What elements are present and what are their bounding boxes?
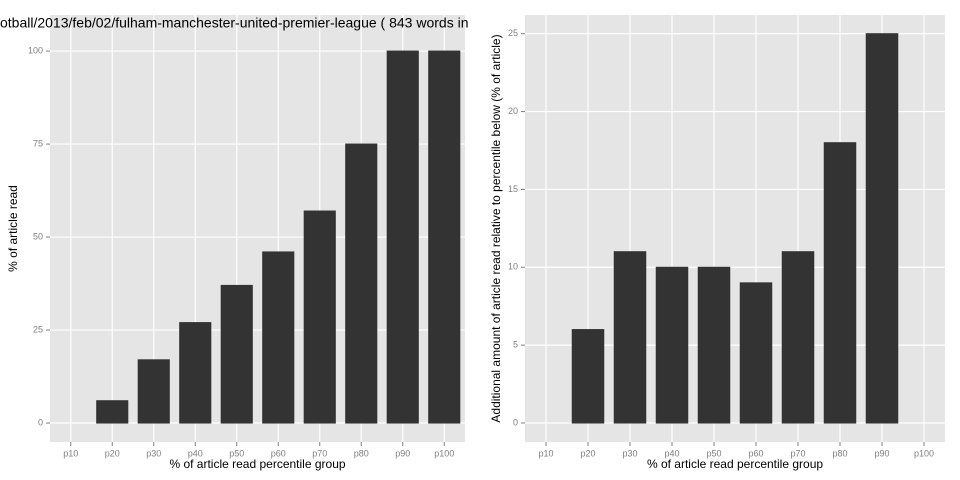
x-tick-label: p70 [312,448,327,458]
x-tick-label: p30 [622,448,637,458]
bar [655,266,689,424]
bar [96,400,129,424]
y-tick-label: 10 [508,262,518,272]
bar [179,322,212,424]
bar [303,210,336,424]
bar [781,251,815,424]
x-tick-label: p100 [434,448,454,458]
x-tick-label: p50 [229,448,244,458]
y-tick-label: 25 [508,28,518,38]
bar [220,284,253,424]
bar [739,282,773,424]
x-tick-label: p40 [664,448,679,458]
y-tick-label: 5 [513,340,518,350]
x-tick-label: p40 [188,448,203,458]
x-tick-label: p90 [395,448,410,458]
bar [865,33,899,424]
x-tick-label: p50 [706,448,721,458]
x-tick-label: p30 [146,448,161,458]
bar [262,251,295,424]
bar [697,266,731,424]
x-tick-label: p80 [354,448,369,458]
y-tick-label: 25 [33,324,43,334]
chart-title: otball/2013/feb/02/fulham-manchester-uni… [0,15,468,31]
bar [428,50,461,424]
y-axis-label: Additional amount of article read relati… [489,34,503,422]
y-tick-label: 75 [33,138,43,148]
x-tick-label: p10 [538,448,553,458]
x-tick-label: p20 [105,448,120,458]
bar [613,251,647,424]
x-tick-label: p100 [914,448,934,458]
y-tick-label: 50 [33,231,43,241]
y-tick-label: 0 [38,417,43,427]
x-tick-label: p70 [790,448,805,458]
x-tick-label: p60 [271,448,286,458]
bar [137,359,170,424]
bar [571,329,605,424]
bar [823,142,857,424]
y-tick-label: 0 [513,417,518,427]
x-tick-label: p20 [580,448,595,458]
y-axis-label: % of article read [6,185,20,272]
y-tick-label: 100 [28,45,43,55]
y-tick-label: 15 [508,184,518,194]
bar [386,50,419,424]
x-tick-label: p10 [63,448,78,458]
x-axis-label: % of article read percentile group [647,457,823,471]
y-tick-label: 20 [508,106,518,116]
x-tick-label: p90 [874,448,889,458]
x-tick-label: p80 [832,448,847,458]
x-axis-label: % of article read percentile group [169,457,345,471]
x-tick-label: p60 [748,448,763,458]
bar [345,143,378,424]
